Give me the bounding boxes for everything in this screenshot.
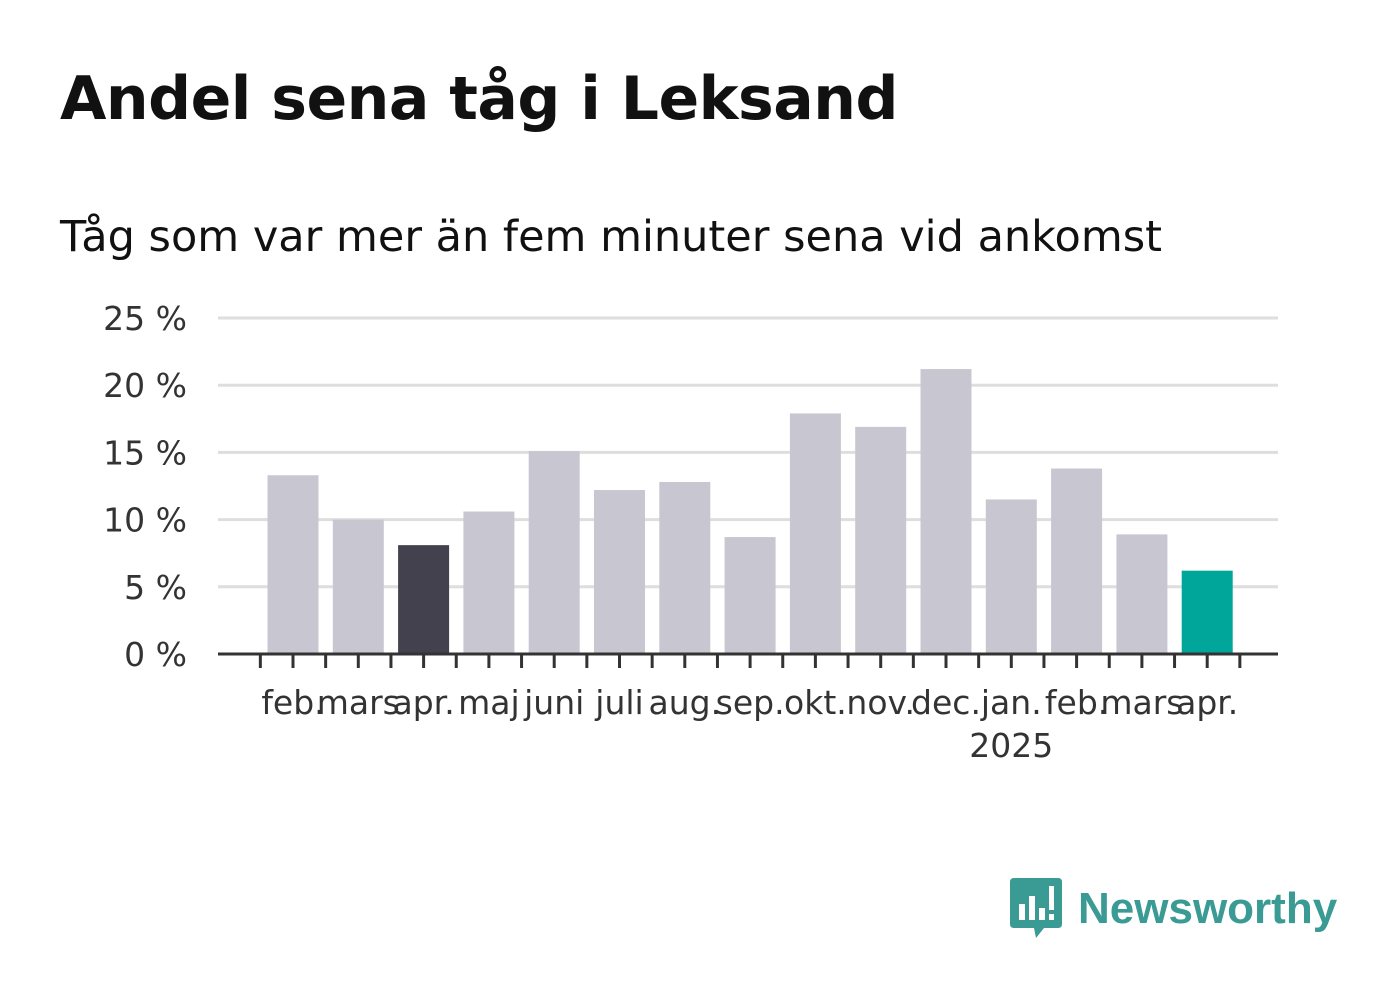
x-tick-label: apr. bbox=[1176, 683, 1238, 722]
newsworthy-logo: Newsworthy bbox=[1010, 878, 1337, 940]
brand-name: Newsworthy bbox=[1078, 884, 1338, 933]
x-tick-label: mars bbox=[1100, 683, 1183, 722]
y-tick-label: 10 % bbox=[103, 501, 187, 540]
x-tick-label: feb. bbox=[1045, 683, 1108, 722]
y-tick-label: 15 % bbox=[103, 433, 187, 472]
bar bbox=[267, 475, 319, 654]
x-tick-label: apr. bbox=[392, 683, 454, 722]
bar bbox=[1116, 534, 1168, 654]
x-tick-label: okt. bbox=[784, 683, 847, 722]
bar bbox=[1181, 570, 1233, 654]
x-tick-label: jan. bbox=[980, 683, 1042, 722]
bar bbox=[594, 490, 645, 654]
bar bbox=[463, 511, 515, 654]
bars bbox=[267, 369, 1233, 654]
bar bbox=[724, 537, 776, 654]
x-year-label: 2025 bbox=[969, 726, 1053, 765]
bar bbox=[659, 481, 711, 654]
x-tick-label: feb. bbox=[261, 683, 324, 722]
y-axis-tick-labels: 0 % 5 % 10 % 15 % 20 % 25 % bbox=[103, 299, 187, 674]
x-tick-label: sep. bbox=[716, 683, 785, 722]
chart-title: Andel sena tåg i Leksand bbox=[60, 64, 898, 134]
bar bbox=[332, 519, 384, 654]
y-tick-label: 5 % bbox=[124, 568, 187, 607]
y-tick-label: 25 % bbox=[103, 299, 187, 338]
x-tick-label: aug. bbox=[649, 683, 722, 722]
x-tick-label: nov. bbox=[846, 683, 915, 722]
bar bbox=[398, 545, 450, 654]
y-tick-label: 20 % bbox=[103, 366, 187, 405]
x-tick-label: juni bbox=[523, 683, 584, 722]
bar bbox=[1051, 468, 1103, 654]
chart-subtitle: Tåg som var mer än fem minuter sena vid … bbox=[60, 212, 1163, 262]
x-tick-label: dec. bbox=[911, 683, 981, 722]
x-tick-label: mars bbox=[317, 683, 400, 722]
x-tick-label: juli bbox=[594, 683, 643, 722]
x-tick-label: maj bbox=[458, 683, 520, 722]
bar bbox=[920, 369, 972, 654]
newsworthy-bar-chart-icon bbox=[1010, 878, 1062, 938]
bar bbox=[528, 451, 580, 654]
bar bbox=[789, 413, 841, 654]
bar bbox=[855, 426, 907, 654]
x-axis bbox=[218, 652, 1278, 668]
y-tick-label: 0 % bbox=[124, 635, 187, 674]
bar bbox=[985, 499, 1037, 654]
